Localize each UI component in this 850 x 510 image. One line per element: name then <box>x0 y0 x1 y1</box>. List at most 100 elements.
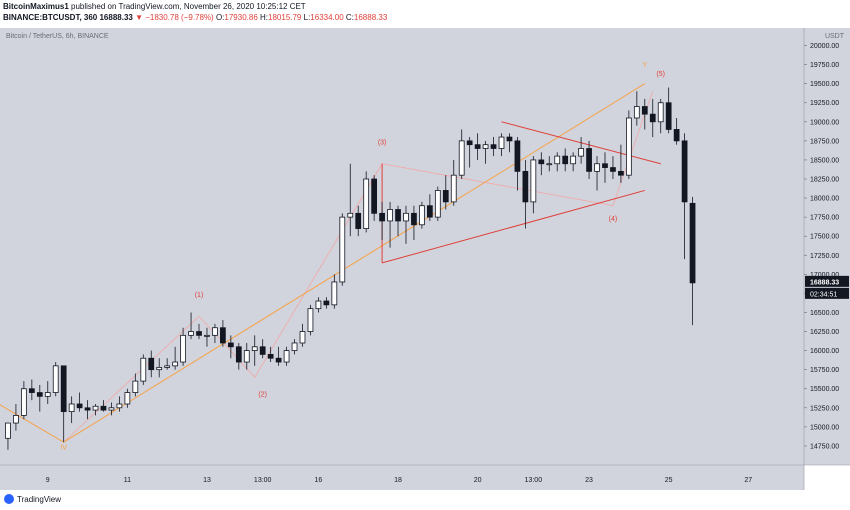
candle-body <box>538 159 545 165</box>
candle-body <box>100 405 107 411</box>
candle-body <box>458 140 465 176</box>
candle-body <box>36 392 43 397</box>
candle-body <box>172 361 178 367</box>
candle-body <box>92 405 99 411</box>
candle-body <box>562 155 569 165</box>
candle-body <box>546 163 553 166</box>
time-axis-background <box>0 465 804 490</box>
candle-body <box>148 357 155 371</box>
candle-body <box>156 366 163 371</box>
candle-body <box>339 216 346 283</box>
candlestick-chart[interactable]: Bitcoin / TetherUS, 6h, BINANCE USDT 14750… <box>0 28 850 490</box>
candle-body <box>196 331 202 336</box>
elliott-wave-path <box>63 91 654 443</box>
last-price: 16888.33 <box>99 13 133 22</box>
candle-body <box>204 334 210 337</box>
candle-body <box>52 365 59 393</box>
publisher-name[interactable]: BitcoinMaximus1 <box>3 2 69 11</box>
candle-body <box>530 159 537 203</box>
candle-body <box>554 155 561 165</box>
y-tick-label: 18500.00 <box>810 157 839 164</box>
high-label: H: <box>260 13 269 22</box>
candle-body <box>586 148 592 172</box>
candle-body <box>299 331 306 344</box>
price-axis-background <box>804 28 850 465</box>
chart-area[interactable]: Bitcoin / TetherUS, 6h, BINANCE USDT 14750… <box>0 28 850 495</box>
candle-body <box>188 331 194 336</box>
symbol-label: BINANCE:BTCUSDT, 360 <box>3 13 98 22</box>
candle-body <box>442 190 449 203</box>
y-tick-label: 16250.00 <box>810 329 839 336</box>
candle-body <box>434 190 441 218</box>
candle-body <box>626 117 632 176</box>
wave-label: (1) <box>195 292 204 299</box>
tradingview-logo[interactable]: TradingView <box>4 494 61 504</box>
candle-body <box>235 346 242 363</box>
candle-body <box>259 346 266 355</box>
candle-body <box>44 392 51 397</box>
candle-body <box>426 205 433 218</box>
candle-body <box>116 403 123 409</box>
candle-body <box>633 106 640 119</box>
candle-body <box>411 212 417 226</box>
candle-body <box>371 178 378 214</box>
candle-body <box>212 327 218 336</box>
candle-body <box>84 407 91 411</box>
candle-body <box>665 102 672 130</box>
wave-label: (5) <box>656 71 665 78</box>
candle-body <box>602 163 608 168</box>
candle-body <box>514 140 521 172</box>
x-tick-label: 9 <box>46 477 50 484</box>
candle-body <box>108 407 115 411</box>
candle-body <box>331 281 338 306</box>
candle-body <box>395 209 401 222</box>
wave-label: (4) <box>609 216 618 223</box>
y-tick-label: 16000.00 <box>810 348 839 355</box>
candle-body <box>681 140 688 203</box>
publisher-line: BitcoinMaximus1 published on TradingView… <box>3 2 306 11</box>
candle-body <box>68 403 75 413</box>
candle-body <box>283 350 290 363</box>
candle-body <box>164 365 171 368</box>
candle-body <box>60 365 67 413</box>
y-tick-label: 19000.00 <box>810 119 839 126</box>
y-tick-label: 15750.00 <box>810 367 839 374</box>
candle-body <box>315 300 322 310</box>
candle-body <box>21 388 27 416</box>
high-value: 18015.79 <box>268 13 302 22</box>
candle-body <box>657 102 664 123</box>
candle-body <box>76 403 83 409</box>
y-tick-label: 17500.00 <box>810 234 839 241</box>
open-value: 17930.86 <box>224 13 258 22</box>
price-change: ▼ −1830.78 (−9.78%) <box>135 13 214 22</box>
wave-label: (2) <box>258 391 267 398</box>
candle-body <box>490 144 497 149</box>
candle-body <box>28 388 35 393</box>
y-tick-label: 17000.00 <box>810 272 839 279</box>
candle-body <box>618 170 624 176</box>
candle-body <box>689 202 696 284</box>
candle-body <box>323 300 330 306</box>
close-value: 16888.33 <box>353 13 388 22</box>
candle-body <box>641 106 648 115</box>
wave-label: IV <box>60 445 67 452</box>
chart-header: BitcoinMaximus1 published on TradingView… <box>0 0 850 28</box>
tradingview-logo-text: TradingView <box>17 494 62 504</box>
x-tick-label: 18 <box>394 477 402 484</box>
candle-body <box>132 380 139 393</box>
y-tick-label: 19250.00 <box>810 100 839 107</box>
y-tick-label: 15500.00 <box>810 386 839 393</box>
y-tick-label: 18000.00 <box>810 196 839 203</box>
plot-background <box>0 28 804 465</box>
candle-body <box>227 342 234 348</box>
x-tick-label: 16 <box>315 477 323 484</box>
y-tick-label: 17750.00 <box>810 215 839 222</box>
chart-title: Bitcoin / TetherUS, 6h, BINANCE <box>6 33 109 40</box>
x-tick-label: 13:00 <box>525 477 543 484</box>
candle-body <box>466 140 473 146</box>
candle-body <box>5 422 11 439</box>
candle-body <box>180 334 186 363</box>
currency-label: USDT <box>825 33 845 40</box>
x-tick-label: 20 <box>474 477 482 484</box>
y-tick-label: 19750.00 <box>810 62 839 69</box>
